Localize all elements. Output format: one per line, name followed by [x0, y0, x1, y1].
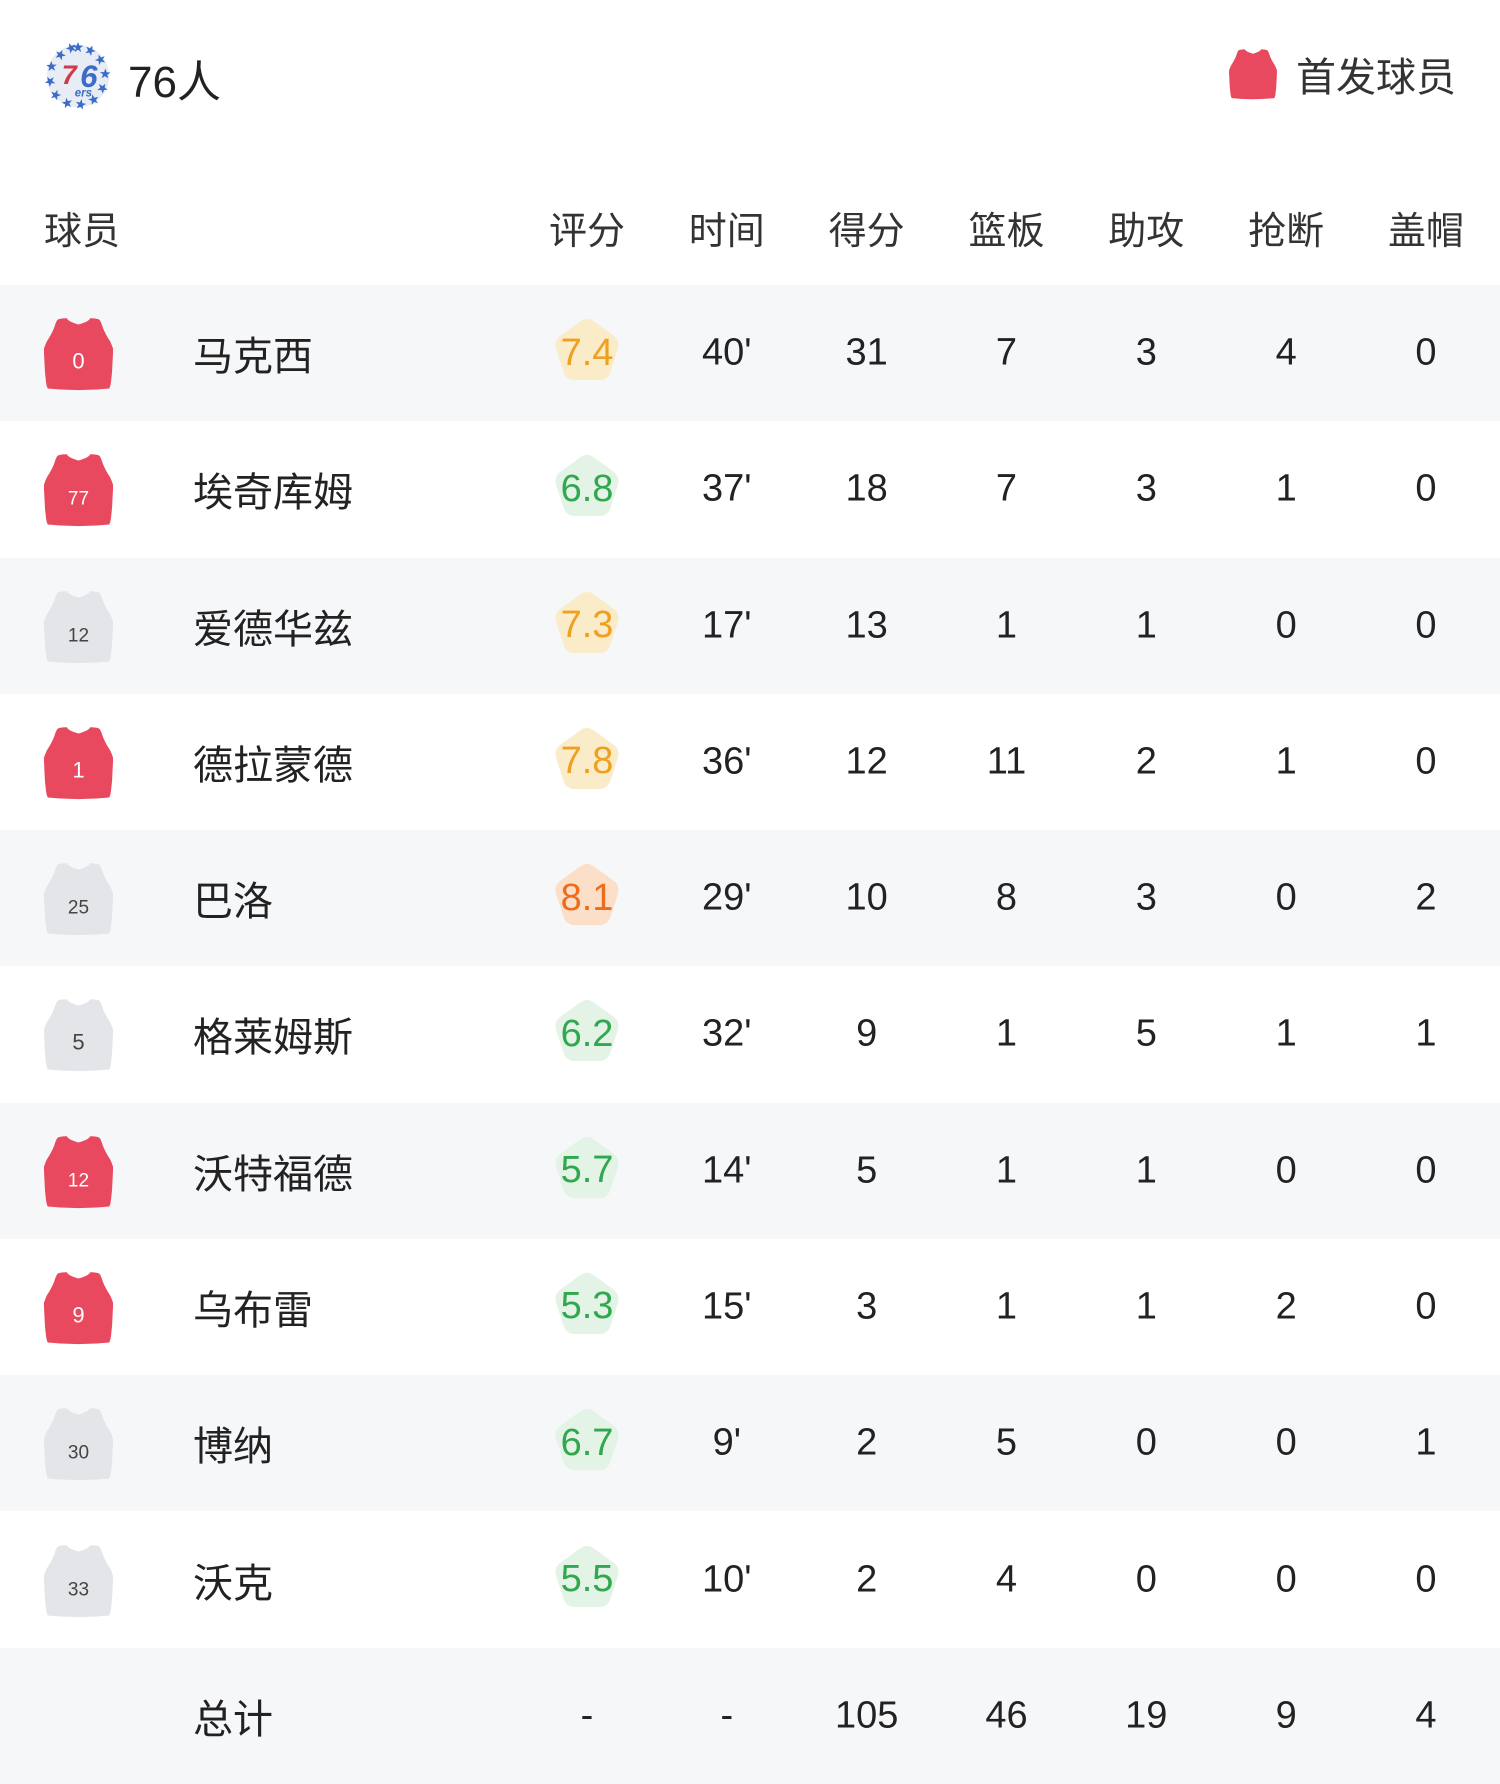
svg-text:77: 77 — [68, 489, 89, 510]
svg-text:9: 9 — [72, 1302, 84, 1327]
svg-text:25: 25 — [68, 897, 89, 918]
svg-text:1: 1 — [72, 757, 84, 782]
svg-text:12: 12 — [68, 1170, 89, 1191]
svg-text:0: 0 — [72, 348, 84, 373]
svg-text:ers: ers — [75, 87, 93, 99]
svg-text:33: 33 — [68, 1579, 89, 1600]
svg-text:30: 30 — [68, 1443, 89, 1464]
svg-text:12: 12 — [68, 625, 89, 646]
svg-text:5: 5 — [72, 1030, 84, 1055]
svg-text:7: 7 — [62, 59, 79, 90]
